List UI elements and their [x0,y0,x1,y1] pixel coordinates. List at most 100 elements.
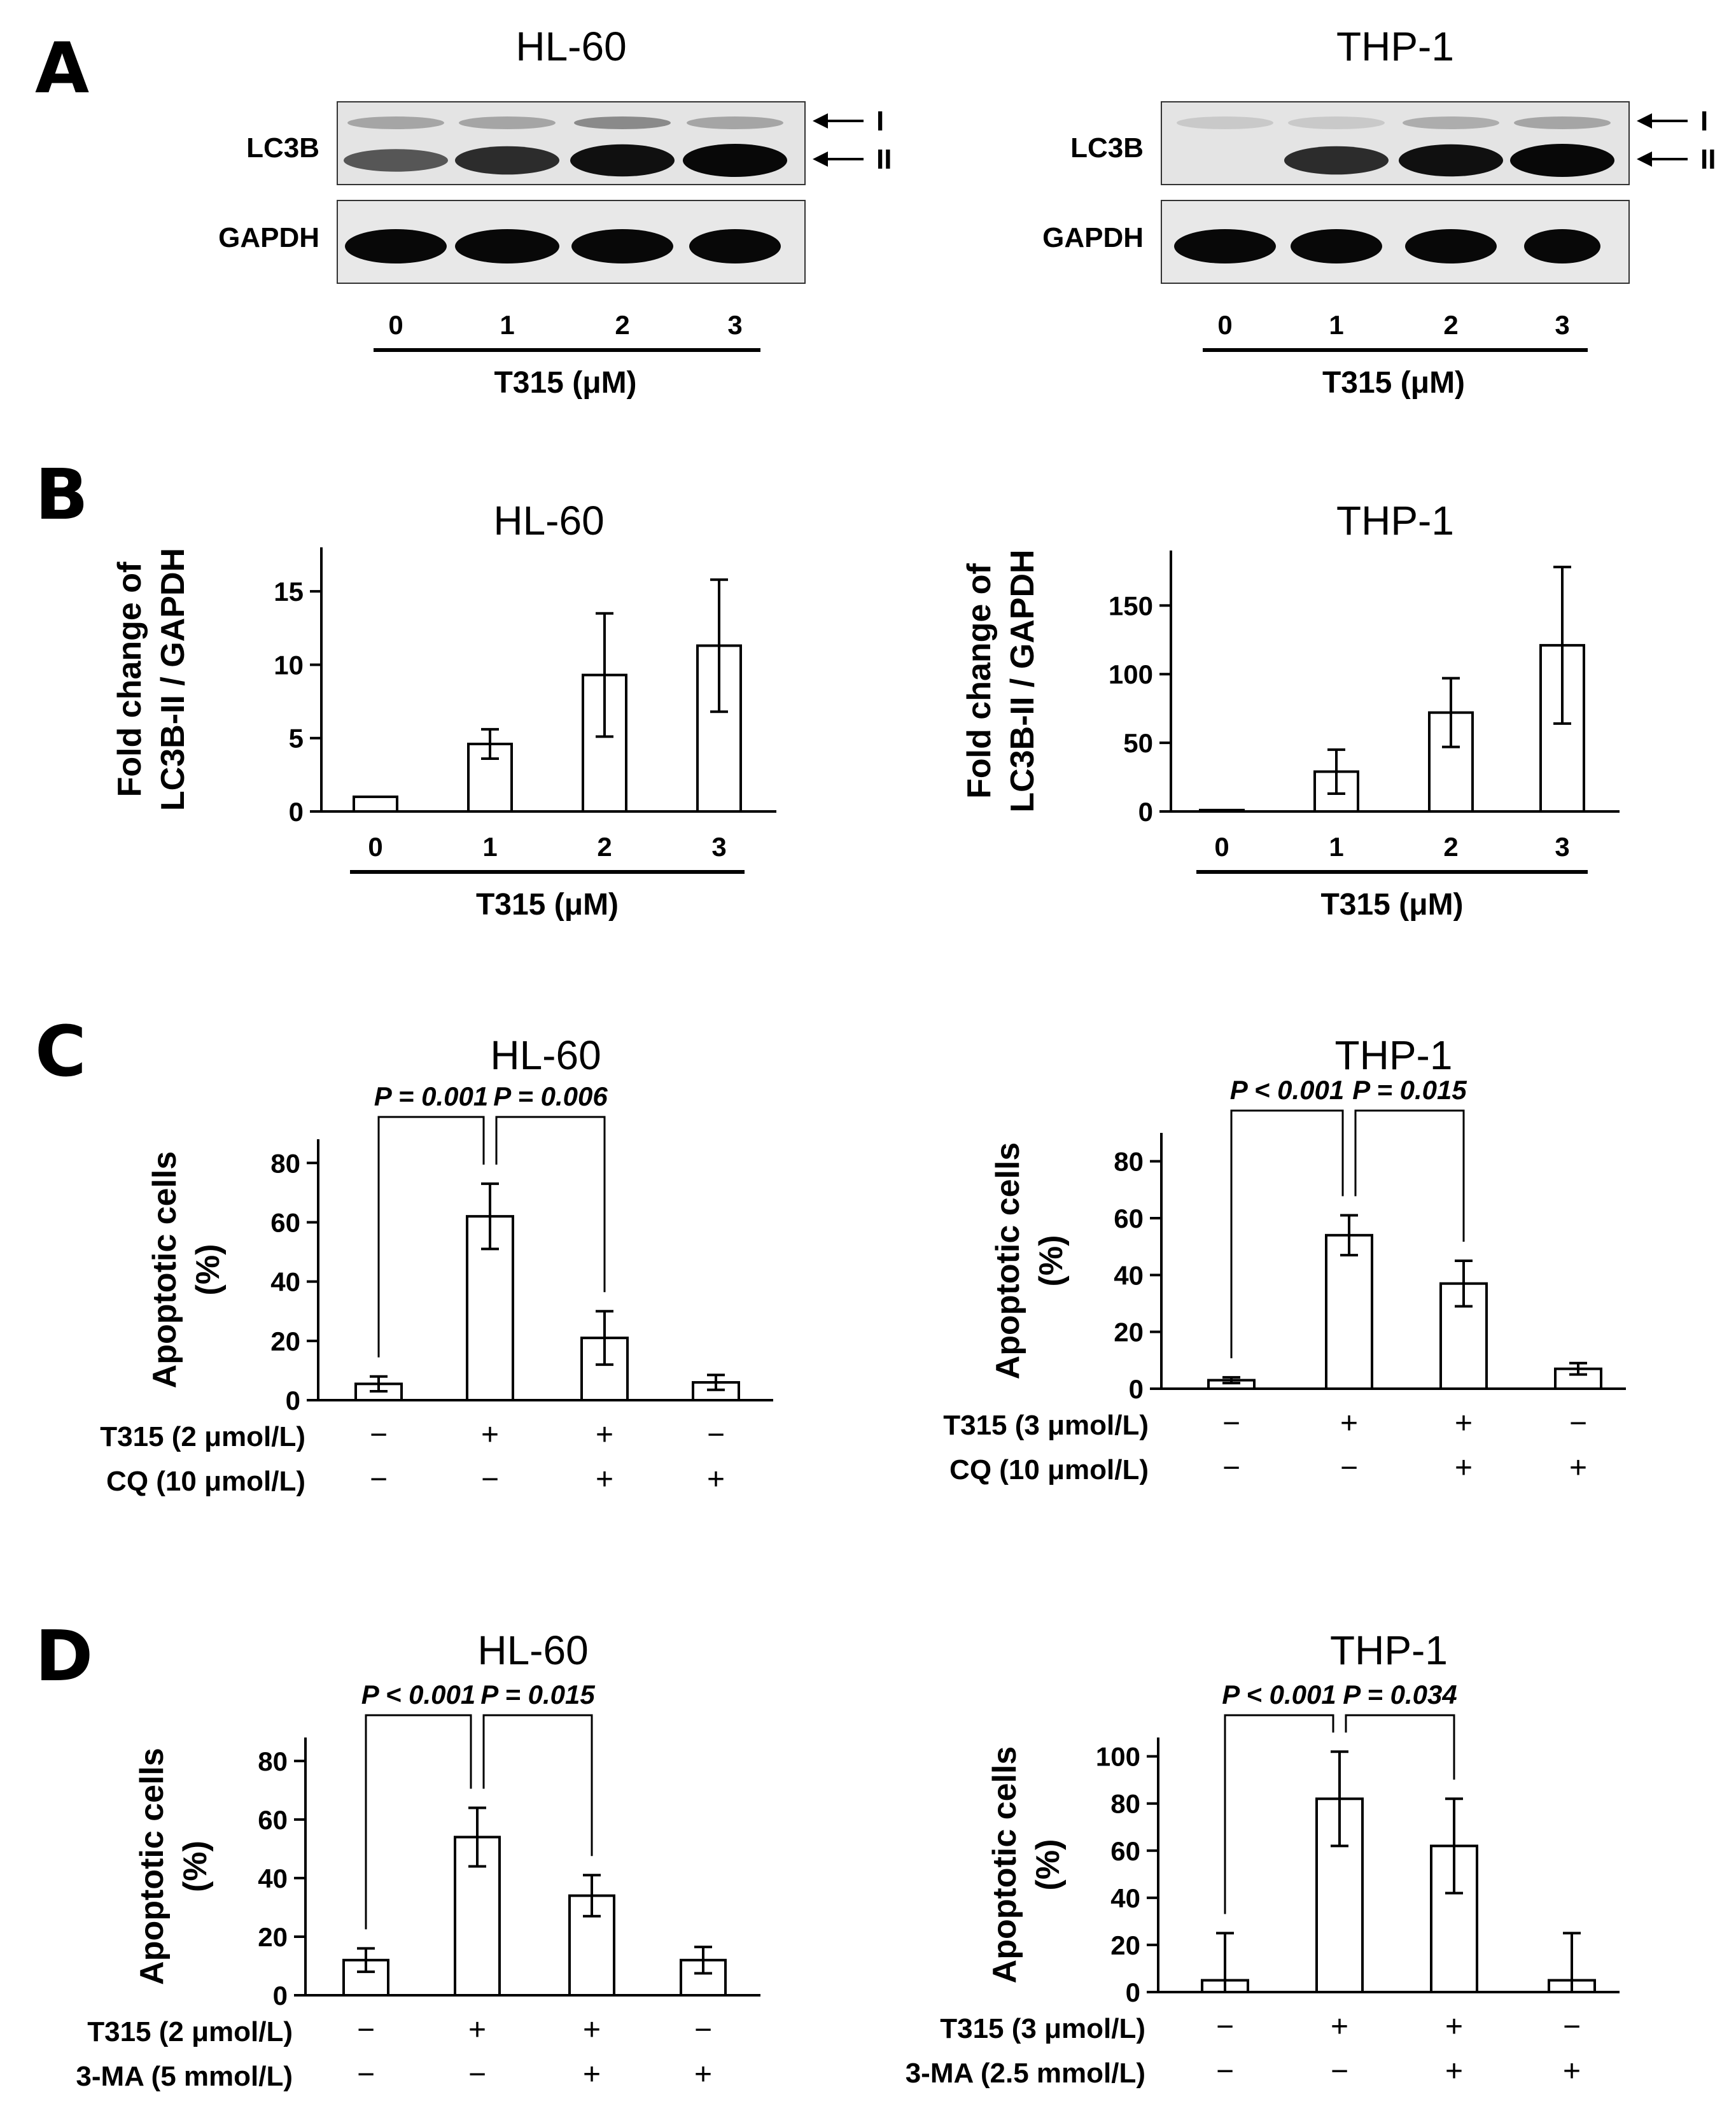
band-lc3b-i [347,116,444,129]
chart-title: THP-1 [1336,498,1454,544]
panel-letter-d: D [35,1615,93,1697]
y-tick-label: 40 [1110,1883,1140,1913]
y-tick-label: 0 [273,1981,288,2011]
y-axis-label: Apoptotic cells [146,1151,183,1389]
chart-c-thp-1: THP-1 0 20 40 60 80 Apoptotic cells (%) T315 (3 … [943,1032,1626,1485]
y-tick-label: 0 [1129,1374,1144,1404]
y-tick-label: 60 [258,1805,288,1835]
p-value-label: P = 0.015 [480,1680,595,1709]
band-gapdh [1524,229,1600,263]
chart-title: THP-1 [1335,1032,1453,1078]
significance-bracket [365,1714,472,1930]
lane-label: 3 [1555,310,1569,340]
y-tick-label: 80 [1110,1789,1140,1819]
lane-label: 0 [1217,310,1232,340]
band-gapdh [571,229,673,263]
blot-title: HL-60 [515,24,626,69]
plus-sign: + [1563,2054,1581,2088]
minus-sign: − [694,2013,712,2047]
band-label-lc3b: LC3B [246,132,319,164]
y-tick-label: 20 [1110,1930,1140,1960]
y-tick-label: 20 [1114,1317,1144,1347]
significance-bracket [1345,1714,1455,1780]
lane-label: 2 [615,310,629,340]
arrow-head [1637,151,1652,167]
plus-sign: + [583,2058,601,2091]
x-tick-label: 0 [1214,832,1229,862]
blot-xlabel: T315 (μM) [494,366,636,400]
lane-label: 1 [1329,310,1343,340]
y-tick-label: 15 [274,577,304,607]
y-tick-label: 0 [1126,1977,1140,2007]
p-value-label: P = 0.015 [1352,1075,1467,1105]
y-axis-label: Fold change of [111,561,148,797]
arrow-label-i: I [876,106,884,137]
band-lc3b-i [574,116,671,129]
y-tick-label: 100 [1096,1742,1140,1772]
minus-sign: − [1331,2054,1348,2088]
plus-sign: + [1445,2054,1463,2088]
lane-label: 0 [388,310,403,340]
y-tick-label: 80 [270,1148,300,1178]
plus-sign: + [1340,1407,1358,1440]
y-axis-label: Apoptotic cells [986,1746,1023,1984]
y-tick-label: 20 [270,1326,300,1356]
panel-letter-a: A [35,27,89,109]
band-lc3b-i [1403,116,1499,129]
plus-sign: + [1569,1451,1587,1485]
chart-title: HL-60 [477,1627,588,1673]
minus-sign: − [1216,2054,1234,2088]
plus-sign: + [1455,1451,1473,1485]
x-tick-label: 2 [597,832,612,862]
lane-label: 3 [727,310,742,340]
blot-title: THP-1 [1336,24,1454,69]
y-axis-label: LC3B-II / GAPDH [155,548,192,811]
x-tick-label: 3 [711,832,726,862]
band-gapdh [455,229,559,263]
chart-d-thp-1: THP-1 0 20 40 60 80 100 Apoptotic cells (%) T315 … [906,1627,1620,2089]
band-lc3b-i [687,116,783,129]
y-tick-label: 50 [1123,728,1153,758]
band-gapdh [1174,229,1276,263]
x-tick-label: 1 [1329,832,1343,862]
panel-letter-c: C [35,1011,87,1092]
significance-bracket [377,1116,485,1358]
y-tick-label: 60 [1110,1836,1140,1866]
minus-sign: − [468,2058,486,2091]
band-label-gapdh: GAPDH [218,222,319,253]
treatment-label: T315 (3 μmol/L) [940,2013,1145,2044]
treatment-label: CQ (10 μmol/L) [949,1454,1149,1485]
blot-xlabel: T315 (μM) [1322,366,1465,400]
minus-sign: − [370,1418,388,1452]
x-tick-label: 0 [368,832,382,862]
y-axis-label: (%) [190,1244,227,1296]
bar [1325,1233,1373,1391]
minus-sign: − [1216,2010,1234,2044]
y-tick-label: 60 [1114,1204,1144,1233]
y-tick-label: 20 [258,1922,288,1952]
chart-c-hl-60: HL-60 0 20 40 60 80 Apoptotic cells (%) T315 (2 … [100,1032,773,1497]
y-axis-label: (%) [1033,1235,1070,1287]
band-lc3b-ii [1510,144,1614,177]
plus-sign: + [583,2013,601,2047]
minus-sign: − [1340,1451,1358,1485]
arrow-label-ii: II [876,144,892,175]
band-gapdh [1291,229,1382,263]
chart-title: HL-60 [493,498,604,544]
minus-sign: − [370,1463,388,1496]
band-lc3b-i [1288,116,1385,129]
y-tick-label: 80 [258,1746,288,1776]
plus-sign: + [707,1463,725,1496]
plus-sign: + [694,2058,712,2091]
y-axis-label: Apoptotic cells [990,1142,1026,1380]
x-axis-label: T315 (μM) [476,888,619,922]
arrow-label-i: I [1700,106,1708,137]
band-gapdh [689,229,781,263]
band-lc3b-ii [1284,146,1389,175]
significance-bracket [1354,1109,1465,1242]
bar [353,795,398,813]
